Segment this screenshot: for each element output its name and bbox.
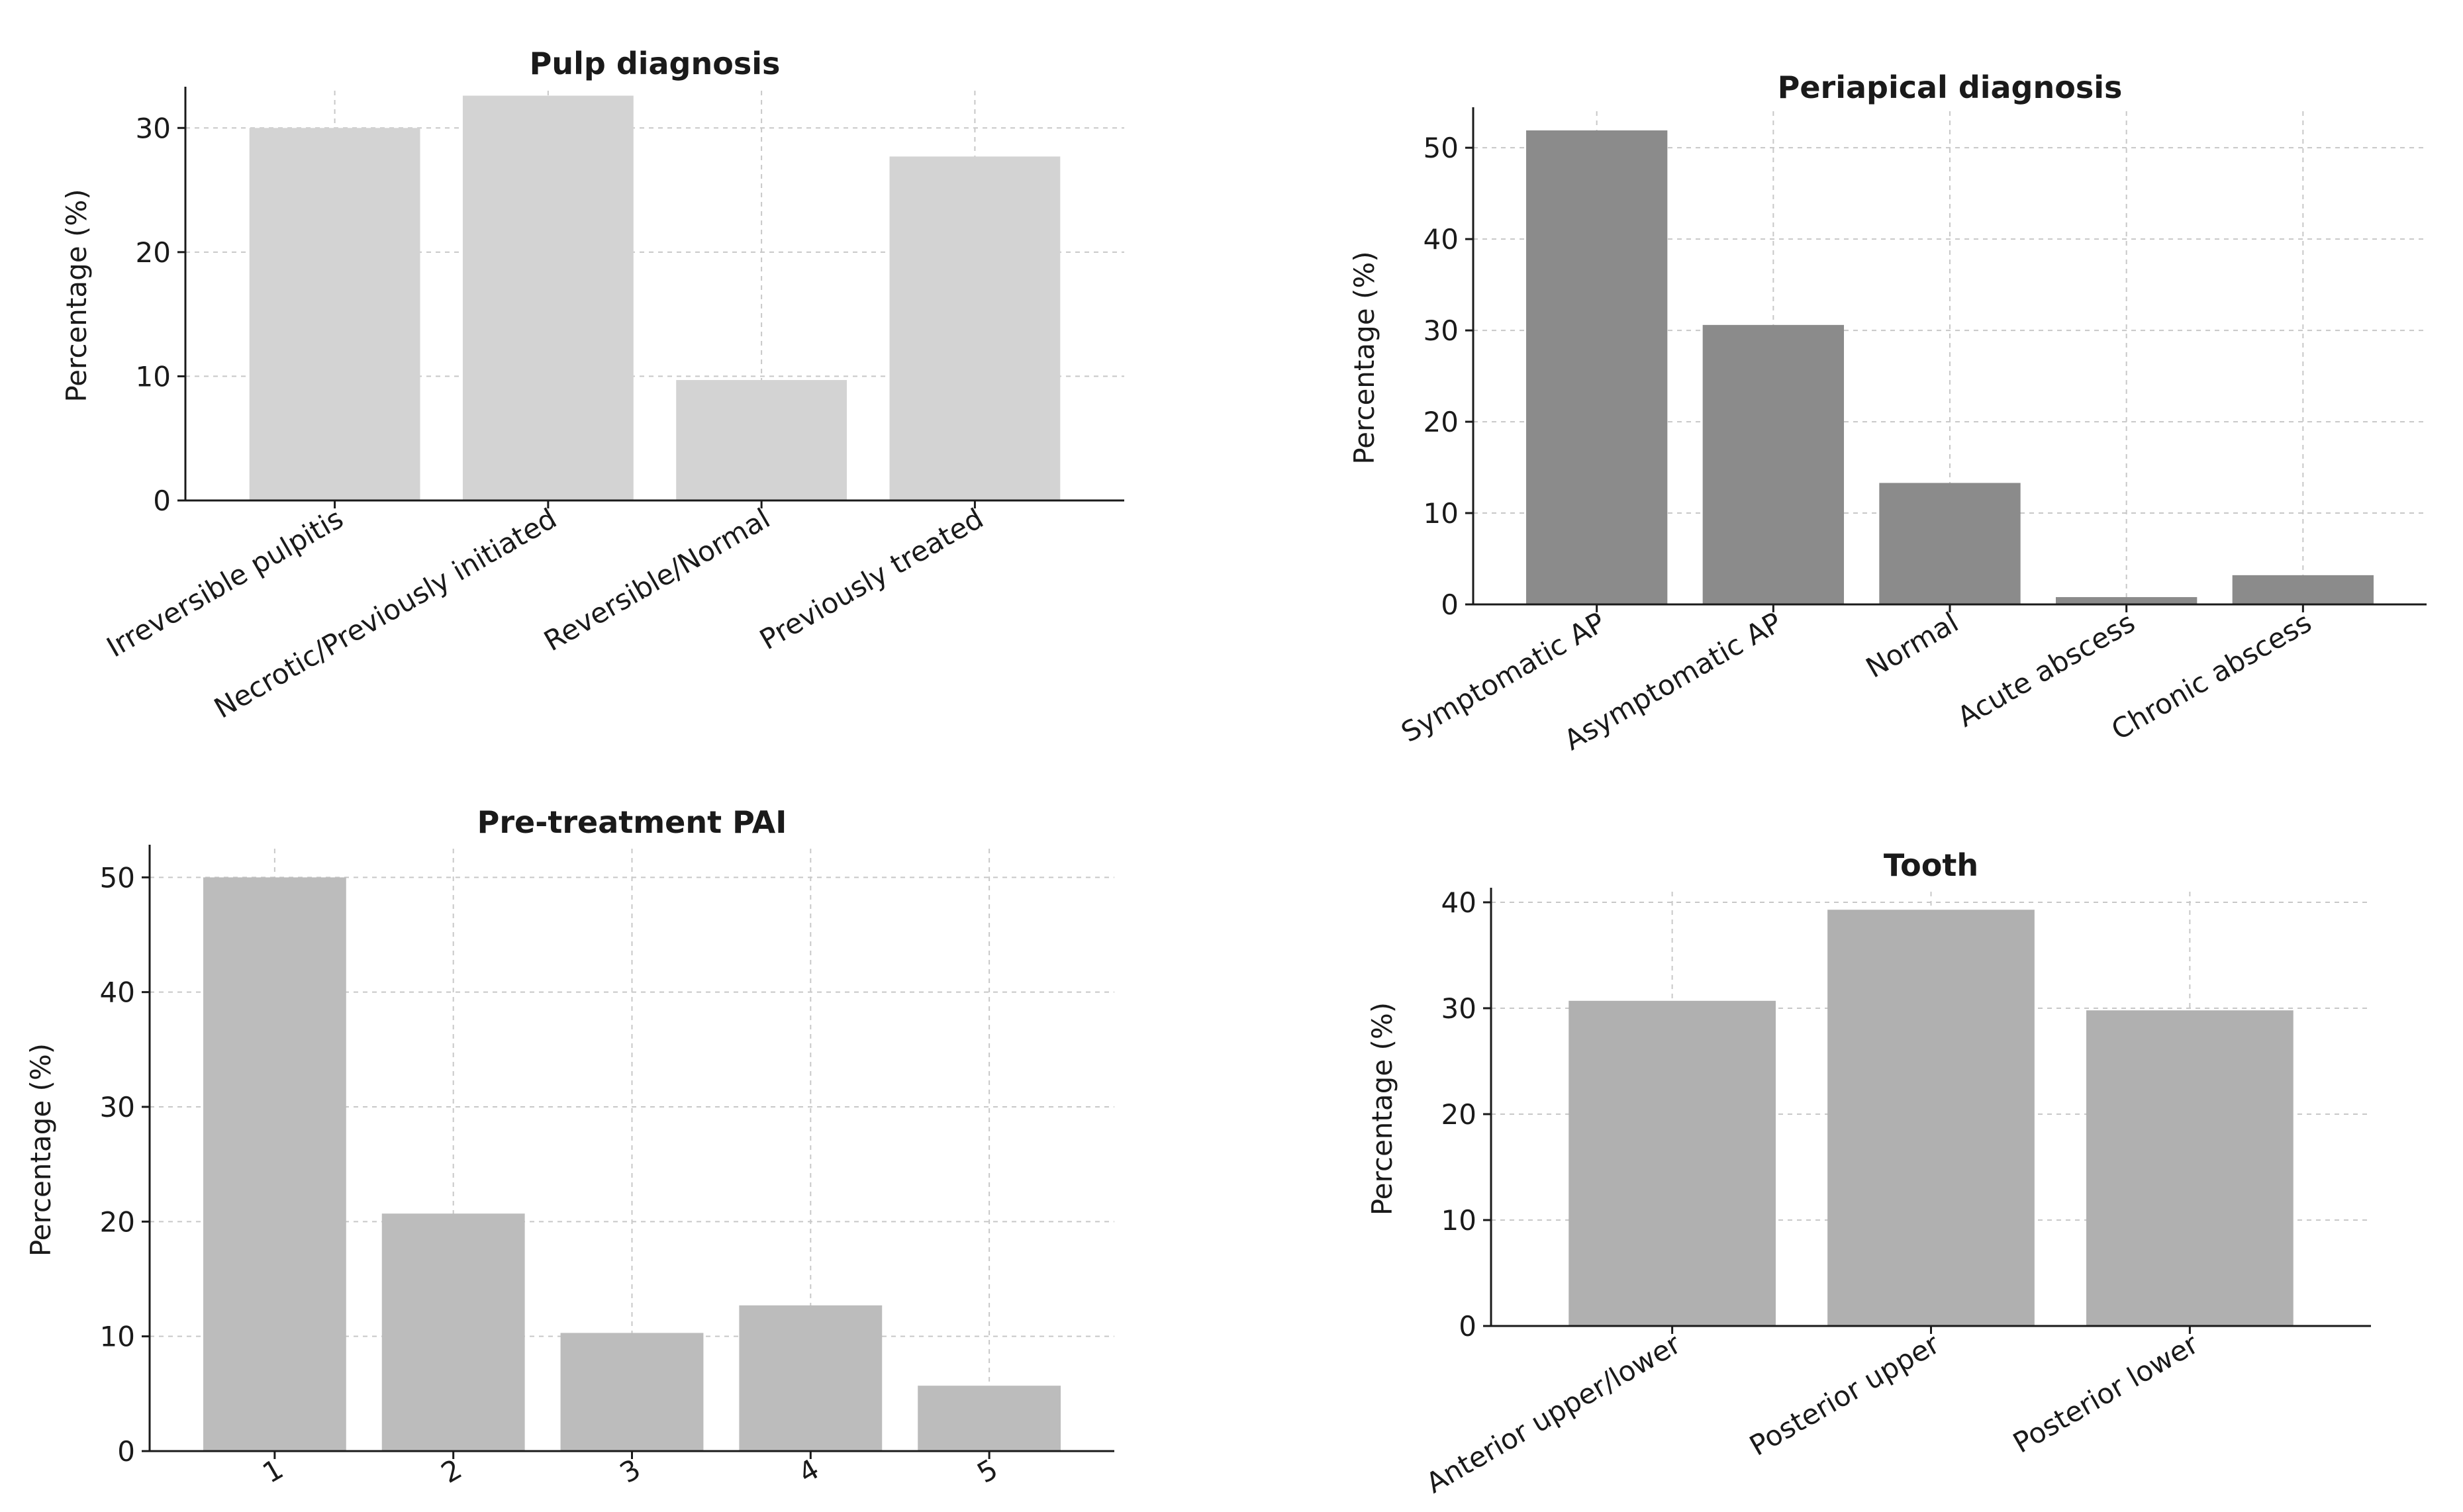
y-axis-label: Percentage (%) (24, 1043, 57, 1256)
x-tick-label: 3 (614, 1452, 646, 1489)
bar-periapical-1 (1702, 324, 1844, 604)
y-tick-label: 10 (1441, 1204, 1476, 1237)
bar-periapical-0 (1526, 130, 1668, 604)
y-tick-label: 40 (1424, 223, 1459, 256)
y-tick-label: 30 (136, 112, 171, 144)
bar-tooth-1 (1827, 910, 2035, 1326)
x-tick-label: Anterior upper/lower (1420, 1327, 1686, 1499)
bar-periapical-3 (2056, 596, 2197, 604)
bar-pai-2 (560, 1333, 704, 1451)
y-axis-label: Percentage (%) (1348, 251, 1380, 464)
bar-pulp-3 (889, 156, 1061, 500)
bar-pai-0 (203, 877, 346, 1451)
bar-pai-3 (739, 1305, 883, 1451)
y-tick-label: 50 (100, 861, 135, 894)
x-tick-label: Posterior lower (2007, 1327, 2204, 1460)
bar-pai-4 (918, 1386, 1061, 1451)
y-tick-label: 40 (100, 976, 135, 1009)
bar-periapical-2 (1879, 483, 2021, 604)
y-tick-label: 20 (1441, 1098, 1476, 1131)
y-tick-label: 10 (100, 1321, 135, 1353)
bar-tooth-0 (1569, 1000, 1776, 1326)
y-tick-label: 0 (153, 485, 171, 517)
x-tick-label: Reversible/Normal (538, 502, 775, 657)
chart-title: Pulp diagnosis (530, 46, 781, 81)
chart-title: Periapical diagnosis (1778, 70, 2123, 105)
chart-pai: 0 10 20 30 40 50 1 2 3 4 5 Percentage (%) Pre-treatm… (24, 804, 1114, 1489)
x-tick-label: Normal (1860, 606, 1964, 684)
y-tick-label: 20 (1424, 406, 1459, 438)
chart-title: Tooth (1884, 847, 1978, 883)
y-tick-label: 0 (1459, 1310, 1476, 1343)
bar-pulp-0 (249, 128, 420, 501)
chart-tooth: 0 10 20 30 40 Anterior upper/lower Posterior u… (1366, 847, 2371, 1499)
y-tick-label: 10 (136, 360, 171, 393)
y-tick-label: 30 (1424, 314, 1459, 347)
x-tick-label: 1 (257, 1452, 289, 1489)
x-tick-label: Posterior upper (1744, 1327, 1945, 1462)
y-tick-label: 40 (1441, 886, 1476, 919)
x-tick-label: 5 (971, 1452, 1003, 1489)
y-axis-label: Percentage (%) (60, 189, 93, 402)
bar-tooth-2 (2086, 1010, 2294, 1326)
y-tick-label: 30 (1441, 992, 1476, 1025)
y-tick-label: 50 (1424, 132, 1459, 164)
bar-pulp-1 (462, 95, 634, 500)
y-tick-label: 10 (1424, 497, 1459, 530)
y-tick-label: 20 (136, 236, 171, 269)
y-tick-label: 30 (100, 1091, 135, 1123)
bar-pai-1 (381, 1213, 525, 1451)
x-tick-label: 4 (793, 1452, 825, 1489)
y-axis-label: Percentage (%) (1366, 1002, 1398, 1215)
x-tick-label: 2 (436, 1452, 467, 1489)
y-tick-label: 0 (1441, 589, 1459, 621)
y-tick-label: 20 (100, 1205, 135, 1238)
y-tick-label: 0 (117, 1435, 135, 1468)
x-tick-label: Chronic abscess (2106, 606, 2317, 746)
chart-title: Pre-treatment PAI (477, 804, 787, 840)
bar-pulp-2 (676, 380, 847, 500)
x-tick-label: Necrotic/Previously initiated (209, 502, 562, 724)
x-tick-label: Previously treated (754, 502, 989, 656)
bar-periapical-4 (2232, 575, 2374, 604)
